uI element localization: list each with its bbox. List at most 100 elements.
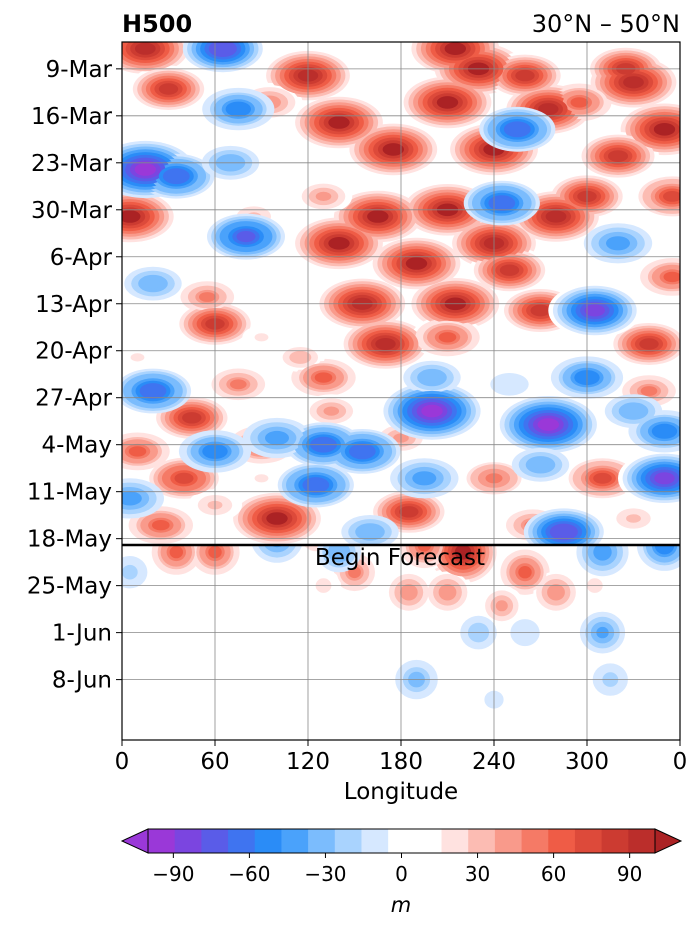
colorbar-segment-2 <box>201 829 229 853</box>
y-tick-label-25-May: 25-May <box>27 574 112 600</box>
anomaly-blob-pos-37-level-8 <box>438 332 457 343</box>
x-tick-label-4: 240 <box>472 749 516 775</box>
anomaly-blob-pos-0-level-8 <box>134 42 156 55</box>
y-tick-label-16-Mar: 16-Mar <box>31 104 113 130</box>
colorbar-segment-17 <box>601 829 629 853</box>
anomaly-blob-pos-10-level-8 <box>436 96 459 109</box>
anomaly-blob-pos-44-level-8 <box>182 412 202 424</box>
anomaly-blob-pos-48-level-8 <box>128 446 147 457</box>
anomaly-blob-pos-60-level-8 <box>626 514 641 523</box>
anomaly-blob-pos-29-level-8 <box>199 292 216 302</box>
anomaly-blob-pos-56-level-8 <box>152 520 170 531</box>
y-tick-label-23-Mar: 23-Mar <box>31 151 113 177</box>
anomaly-blob-pos-70-level-8 <box>549 586 563 598</box>
anomaly-blob-neg-26-level-8 <box>122 493 139 504</box>
anomaly-blob-pos-8-level-8 <box>623 76 644 89</box>
x-tick-label-2: 120 <box>286 749 330 775</box>
colorbar-segment-12 <box>468 829 496 853</box>
anomaly-blob-pos-76-level-8 <box>225 641 236 651</box>
colorbar-tick-label-5: 60 <box>541 862 566 886</box>
anomaly-blob-pos-15-level-8 <box>653 123 676 136</box>
anomaly-blob-pos-12-level-8 <box>328 116 350 129</box>
colorbar-segment-9 <box>388 829 416 853</box>
colorbar-tick-label-6: 90 <box>617 862 642 886</box>
anomaly-blob-pos-30-level-8 <box>499 264 520 276</box>
colorbar: −90 −60 −30 0 30 60 90 <box>120 828 683 886</box>
anomaly-blob-pos-51-level-8 <box>254 474 269 483</box>
anomaly-blob-pos-62-level-8 <box>169 545 183 559</box>
y-tick-label-13-Apr: 13-Apr <box>35 292 112 318</box>
y-tick-label-9-Mar: 9-Mar <box>46 57 113 83</box>
anomaly-blob-neg-9-level-8 <box>145 279 161 289</box>
anomaly-blob-pos-55-level-8 <box>399 506 419 518</box>
colorbar-segment-4 <box>254 829 282 853</box>
anomaly-blob-pos-45-level-8 <box>323 406 340 416</box>
anomaly-blob-neg-0-level-8 <box>213 43 233 55</box>
anomaly-blob-pos-54-level-8 <box>266 512 288 525</box>
anomaly-blob-pos-28-level-8 <box>405 257 428 270</box>
colorbar-label: m <box>391 893 411 917</box>
colorbar-over-arrow <box>654 828 683 854</box>
anomaly-blob-pos-43-level-8 <box>640 386 658 396</box>
forecast-label: Begin Forecast <box>315 545 485 571</box>
colorbar-segment-14 <box>521 829 549 853</box>
anomaly-blob-pos-77-level-8 <box>659 641 670 651</box>
anomaly-blob-pos-20-level-8 <box>367 210 389 223</box>
anomaly-blob-pos-79-level-8 <box>122 695 127 705</box>
anomaly-blob-pos-1-level-8 <box>444 42 466 55</box>
x-tick-label-0: 0 <box>115 749 130 775</box>
colorbar-segment-10 <box>414 829 443 853</box>
colorbar-tick-label-1: −60 <box>228 862 270 886</box>
y-tick-label-30-Mar: 30-Mar <box>31 198 113 224</box>
anomaly-blob-pos-64-level-8 <box>417 545 431 552</box>
y-tick-label-20-Apr: 20-Apr <box>35 339 112 365</box>
anomaly-blob-pos-21-level-8 <box>545 210 567 223</box>
anomaly-blob-neg-3-level-8 <box>167 170 186 182</box>
anomaly-blob-neg-18-level-8 <box>655 426 674 437</box>
colorbar-segment-1 <box>174 829 202 853</box>
chart-title-left: H500 <box>122 10 192 38</box>
anomaly-blob-pos-41-level-8 <box>230 379 247 390</box>
anomaly-blob-pos-13-level-8 <box>382 143 404 156</box>
grid-lines <box>122 42 680 740</box>
anomaly-blob-pos-69-level-8 <box>495 600 508 612</box>
y-axis: 9-Mar 16-Mar 23-Mar 30-Mar 6-Apr 13-Apr 20-Apr… <box>27 57 122 694</box>
anomaly-blob-pos-26-level-8 <box>663 271 680 283</box>
anomaly-blob-pos-65-level-8 <box>348 566 361 579</box>
colorbar-segment-8 <box>361 829 389 853</box>
anomaly-blob-pos-63-level-8 <box>454 545 472 560</box>
colorbar-segment-5 <box>281 829 309 853</box>
x-tick-label-1: 60 <box>200 749 229 775</box>
anomaly-blob-neg-13-level-8 <box>502 380 517 389</box>
anomaly-blob-neg-23-level-8 <box>416 473 433 484</box>
colorbar-segment-6 <box>308 829 336 853</box>
x-tick-label-5: 300 <box>565 749 609 775</box>
y-tick-label-18-May: 18-May <box>27 527 112 553</box>
anomaly-blob-pos-16-level-8 <box>608 150 628 163</box>
y-tick-label-27-Apr: 27-Apr <box>35 386 112 412</box>
anomaly-blob-pos-36-level-8 <box>375 338 396 350</box>
colorbar-tick-label-4: 30 <box>465 862 490 886</box>
anomaly-blob-neg-24-level-8 <box>532 460 549 470</box>
x-tick-label-3: 180 <box>379 749 423 775</box>
x-axis-label: Longitude <box>344 779 458 805</box>
anomaly-blob-pos-53-level-8 <box>593 472 612 484</box>
colorbar-segment-13 <box>494 829 523 853</box>
anomaly-blob-neg-30-level-8 <box>554 526 574 538</box>
anomaly-blob-neg-21-level-8 <box>268 433 286 443</box>
y-tick-label-8-Jun: 8-Jun <box>52 668 112 694</box>
anomaly-blob-neg-11-level-8 <box>143 385 163 397</box>
anomaly-blob-pos-4-level-8 <box>158 83 179 95</box>
y-tick-label-4-May: 4-May <box>42 433 112 459</box>
colorbar-segment-15 <box>548 829 576 853</box>
anomaly-blob-neg-8-level-8 <box>236 231 256 243</box>
x-axis: 0 60 120 180 240 300 0 <box>115 740 687 775</box>
anomaly-blob-pos-35-level-8 <box>254 333 269 342</box>
anomaly-blob-neg-29-level-8 <box>362 527 378 537</box>
colorbar-tick-label-3: 0 <box>395 862 408 886</box>
anomaly-blob-pos-66-level-8 <box>518 566 532 579</box>
anomaly-blob-neg-17-level-8 <box>625 406 642 416</box>
colorbar-segment-11 <box>441 829 469 853</box>
anomaly-blob-neg-27-level-8 <box>306 479 326 491</box>
anomaly-blob-pos-67-level-8 <box>402 586 415 598</box>
